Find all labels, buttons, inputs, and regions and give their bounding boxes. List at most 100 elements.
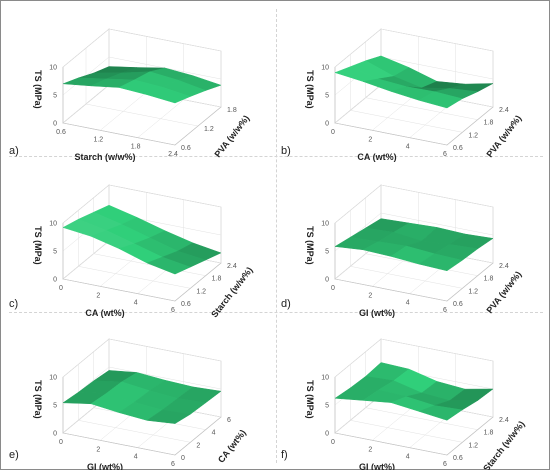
panel-letter: f) xyxy=(281,449,288,461)
y-tick-label: 1.2 xyxy=(196,288,206,295)
z-gridline xyxy=(62,184,222,224)
z-tick-label: 10 xyxy=(321,221,329,228)
z-tick-label: 0 xyxy=(53,431,57,438)
x-tick-label: 0 xyxy=(331,129,335,136)
x-tick-label: 0 xyxy=(59,439,63,446)
surface-facet xyxy=(418,405,463,421)
surface xyxy=(334,55,494,109)
y-tick-label: 4 xyxy=(212,430,216,437)
surface xyxy=(334,362,494,421)
x-tick-label: 6 xyxy=(443,151,447,158)
x-tick-label: 2 xyxy=(96,292,100,299)
x-axis-line xyxy=(334,122,448,146)
panel-letter: b) xyxy=(281,145,291,157)
y-axis-line xyxy=(174,106,222,146)
surface-facet xyxy=(146,86,192,104)
x-tick-label: 2 xyxy=(368,136,372,143)
axes-box xyxy=(334,338,494,456)
x-tick-label: 2 xyxy=(368,292,372,299)
x-tick-label: 0 xyxy=(331,439,335,446)
panel-divider-horizontal-1 xyxy=(9,156,543,157)
panel-b: 0 2 4 6 0.6 1.2 1.8 2.4 0 5 10 CA (wt%) PVA (w/w%) TS… xyxy=(279,5,549,162)
x-axis-title: CA (wt%) xyxy=(357,152,396,162)
y-tick-label: 0.6 xyxy=(453,301,463,308)
z-tick-label: 0 xyxy=(325,431,329,438)
x-tick-label: 4 xyxy=(406,454,410,461)
z-axis-title: TS (MPa) xyxy=(33,70,43,109)
y-tick-label: 2.4 xyxy=(499,107,509,114)
z-gridline xyxy=(334,184,494,224)
x-axis-title: GI (wt%) xyxy=(87,462,123,470)
y-tick-label: 1.2 xyxy=(204,126,214,133)
x-tick-label: 6 xyxy=(171,461,175,468)
y-tick-label: 2.4 xyxy=(227,263,237,270)
surface xyxy=(62,204,222,275)
x-tick-label: 1.2 xyxy=(93,136,103,143)
panel-divider-vertical xyxy=(276,9,277,463)
x-tick-label: 1.8 xyxy=(131,144,141,151)
z-tick-label: 0 xyxy=(53,121,57,128)
y-axis-title: PVA (w/w%) xyxy=(212,113,251,159)
surface-plot-f: 0 2 4 6 0.6 1.2 1.8 2.4 0 5 10 GI (wt%) Starch (w/w%… xyxy=(305,338,527,470)
y-axis-line xyxy=(446,106,494,146)
x-tick-label: 6 xyxy=(171,307,175,314)
x-axis-line xyxy=(62,432,176,456)
z-tick-label: 0 xyxy=(325,121,329,128)
panel-letter: c) xyxy=(9,298,19,310)
surface xyxy=(62,66,222,104)
z-gridline xyxy=(334,338,494,378)
surface-facet xyxy=(146,256,191,275)
x-axis-line xyxy=(334,432,448,456)
z-tick-label: 10 xyxy=(49,65,57,72)
surface-facet xyxy=(418,91,463,109)
y-tick-label: 6 xyxy=(227,417,231,424)
y-tick-label: 2.4 xyxy=(499,263,509,270)
x-tick-label: 0 xyxy=(331,285,335,292)
z-axis-title: TS (MPa) xyxy=(33,226,43,265)
surface-facet xyxy=(418,253,463,272)
y-axis-title: CA (wt%) xyxy=(216,428,248,465)
panel-e: 0 2 4 6 0 2 4 6 0 5 10 GI (wt%) CA (wt%) TS (MPa) e) xyxy=(7,315,277,470)
z-tick-label: 0 xyxy=(325,277,329,284)
y-tick-label: 1.8 xyxy=(212,276,222,283)
z-tick-label: 10 xyxy=(49,375,57,382)
y-axis-line xyxy=(446,262,494,302)
y-tick-label: 1.2 xyxy=(468,288,478,295)
y-tick-label: 1.8 xyxy=(227,107,237,114)
z-tick-label: 5 xyxy=(53,403,57,410)
x-tick-label: 0 xyxy=(59,285,63,292)
z-tick-label: 10 xyxy=(321,65,329,72)
y-tick-label: 1.2 xyxy=(468,132,478,139)
x-tick-label: 0.6 xyxy=(56,129,66,136)
panel-a: 0.6 1.2 1.8 2.4 0.6 1.2 1.8 0 5 10 Starch (w/w%) PV… xyxy=(7,5,277,162)
z-gridline xyxy=(334,28,494,68)
x-axis-title: GI (wt%) xyxy=(359,308,395,318)
y-axis-line xyxy=(174,416,222,456)
x-tick-label: 4 xyxy=(134,300,138,307)
y-tick-label: 0.6 xyxy=(453,455,463,462)
x-tick-label: 4 xyxy=(406,144,410,151)
y-tick-label: 2.4 xyxy=(499,417,509,424)
z-tick-label: 5 xyxy=(53,93,57,100)
z-tick-label: 0 xyxy=(53,277,57,284)
y-tick-label: 0.6 xyxy=(181,145,191,152)
y-axis-line xyxy=(446,416,494,456)
x-axis-title: CA (wt%) xyxy=(85,308,124,318)
x-tick-label: 2 xyxy=(368,446,372,453)
z-axis-title: TS (MPa) xyxy=(33,380,43,419)
z-gridline xyxy=(62,28,222,68)
surface-facet xyxy=(146,409,192,424)
y-tick-label: 1.8 xyxy=(484,430,494,437)
panel-letter: e) xyxy=(9,449,19,461)
x-tick-label: 4 xyxy=(134,454,138,461)
z-tick-label: 10 xyxy=(49,221,57,228)
z-tick-label: 5 xyxy=(325,249,329,256)
y-tick-label: 2 xyxy=(196,442,200,449)
z-axis-title: TS (MPa) xyxy=(305,226,315,265)
x-axis-title: Starch (w/w%) xyxy=(74,152,135,162)
panel-f: 0 2 4 6 0.6 1.2 1.8 2.4 0 5 10 GI (wt%) Starch (w/w%… xyxy=(279,315,549,470)
z-axis-title: TS (MPa) xyxy=(305,70,315,109)
surface xyxy=(334,218,494,272)
